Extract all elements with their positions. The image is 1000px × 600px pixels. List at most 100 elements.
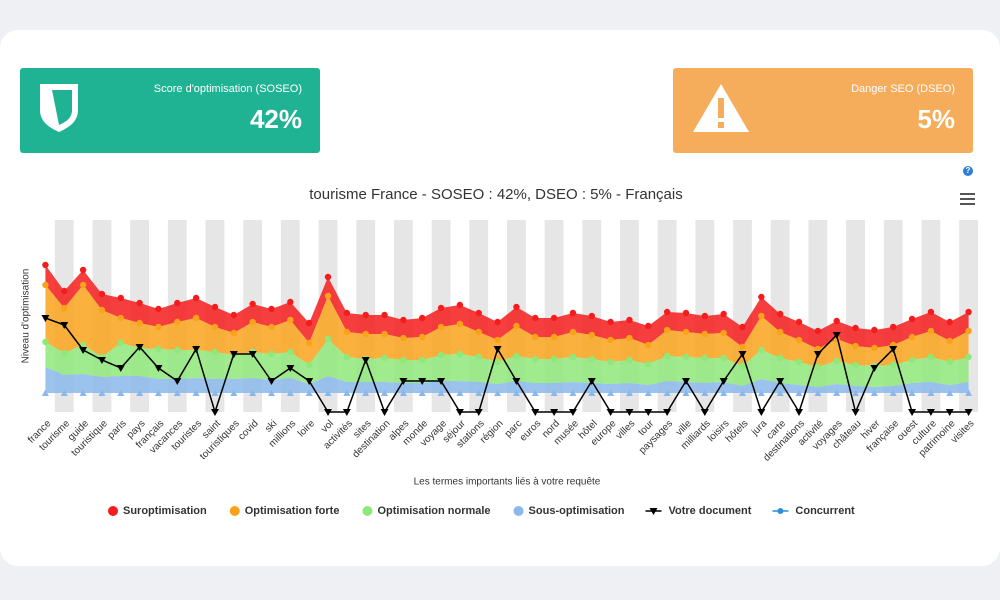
line-point	[964, 409, 973, 416]
band-point	[908, 315, 916, 323]
band-low-point	[305, 389, 313, 396]
band-point	[607, 336, 614, 344]
band-point	[645, 341, 652, 349]
line-point	[776, 378, 785, 385]
line-point	[286, 365, 295, 372]
band-point	[117, 314, 124, 322]
line-point	[305, 378, 314, 385]
band-low-point	[60, 389, 68, 396]
legend-symbol	[513, 506, 524, 516]
help-icon[interactable]	[963, 166, 973, 176]
line-point	[173, 378, 182, 385]
band-point	[871, 326, 878, 334]
band-point	[663, 352, 671, 360]
band-point	[758, 312, 765, 320]
line-point	[644, 409, 653, 416]
legend-item[interactable]: Optimisation normale	[362, 505, 491, 517]
band-point	[305, 361, 313, 369]
band-low-point	[531, 389, 539, 396]
band-low-point	[173, 389, 181, 396]
card-value: 5%	[917, 104, 955, 134]
band-point	[965, 327, 972, 335]
band-point	[287, 316, 294, 324]
x-tick-label: covid	[236, 418, 260, 442]
legend-label: Sous-optimisation	[529, 505, 625, 517]
band-point	[946, 337, 953, 345]
band-low-point	[663, 389, 671, 396]
band-point	[513, 352, 520, 360]
band-point	[437, 304, 445, 312]
band-low-point	[192, 389, 200, 396]
band-point	[343, 328, 351, 336]
band-point	[98, 290, 106, 298]
legend-symbol	[229, 506, 240, 516]
band-point	[192, 314, 200, 322]
band-low-point	[362, 389, 370, 396]
band-low-point	[230, 389, 238, 396]
line-point	[587, 378, 596, 385]
band-low-point	[268, 389, 275, 396]
legend-item[interactable]: Suroptimisation	[108, 505, 207, 517]
band-point	[795, 358, 803, 366]
line-point	[550, 409, 559, 416]
band-point	[343, 309, 351, 317]
band-point	[343, 353, 351, 361]
soseo-card: Score d'optimisation (SOSEO) 42%	[20, 68, 320, 153]
band-point	[400, 356, 407, 364]
band-point	[136, 299, 143, 307]
menu-icon[interactable]	[960, 193, 975, 205]
band-low-point	[324, 389, 332, 396]
band-point	[249, 300, 256, 308]
band-point	[588, 331, 595, 339]
line-point	[210, 409, 219, 416]
band-point	[814, 363, 822, 371]
band-point	[475, 309, 482, 317]
band-point	[776, 310, 784, 318]
line-point	[870, 365, 879, 372]
band-point	[362, 311, 369, 319]
band-point	[211, 323, 219, 331]
band-point	[61, 287, 68, 295]
band-point	[814, 345, 822, 353]
band-low-point	[41, 389, 49, 396]
band-point	[682, 309, 690, 317]
band-low-point	[682, 389, 690, 396]
band-point	[795, 318, 803, 326]
band-point	[550, 355, 558, 363]
band-point	[758, 293, 765, 301]
band-low-point	[418, 389, 426, 396]
band-point	[381, 311, 388, 319]
band-point	[268, 323, 275, 331]
line-point	[531, 409, 540, 416]
line-point	[97, 357, 106, 364]
band-point	[663, 308, 671, 316]
band-point	[682, 328, 690, 336]
band-point	[965, 353, 972, 361]
line-point	[41, 315, 50, 322]
legend-item[interactable]: Votre document	[645, 505, 752, 517]
legend-item[interactable]: Sous-optimisation	[513, 505, 625, 517]
band-low-point	[79, 389, 87, 396]
band-point	[268, 305, 275, 313]
band-low-point	[644, 389, 652, 396]
band	[45, 367, 969, 393]
band-point	[79, 281, 87, 289]
legend-item[interactable]: Concurrent	[772, 505, 855, 517]
line-point	[192, 346, 201, 353]
band-point	[607, 358, 614, 366]
band-point	[287, 298, 294, 306]
line-point	[832, 332, 841, 339]
band-point	[155, 323, 162, 331]
line-point	[889, 346, 898, 353]
legend-item[interactable]: Optimisation forte	[229, 505, 340, 517]
line-point	[795, 409, 804, 416]
band-point	[701, 354, 709, 362]
band-point	[626, 316, 633, 324]
band-point	[61, 349, 68, 357]
line-point	[418, 378, 427, 385]
band-point	[513, 303, 520, 311]
band-point	[419, 314, 426, 322]
band-point	[682, 353, 690, 361]
band-point	[890, 361, 897, 369]
band-low-point	[512, 389, 520, 396]
